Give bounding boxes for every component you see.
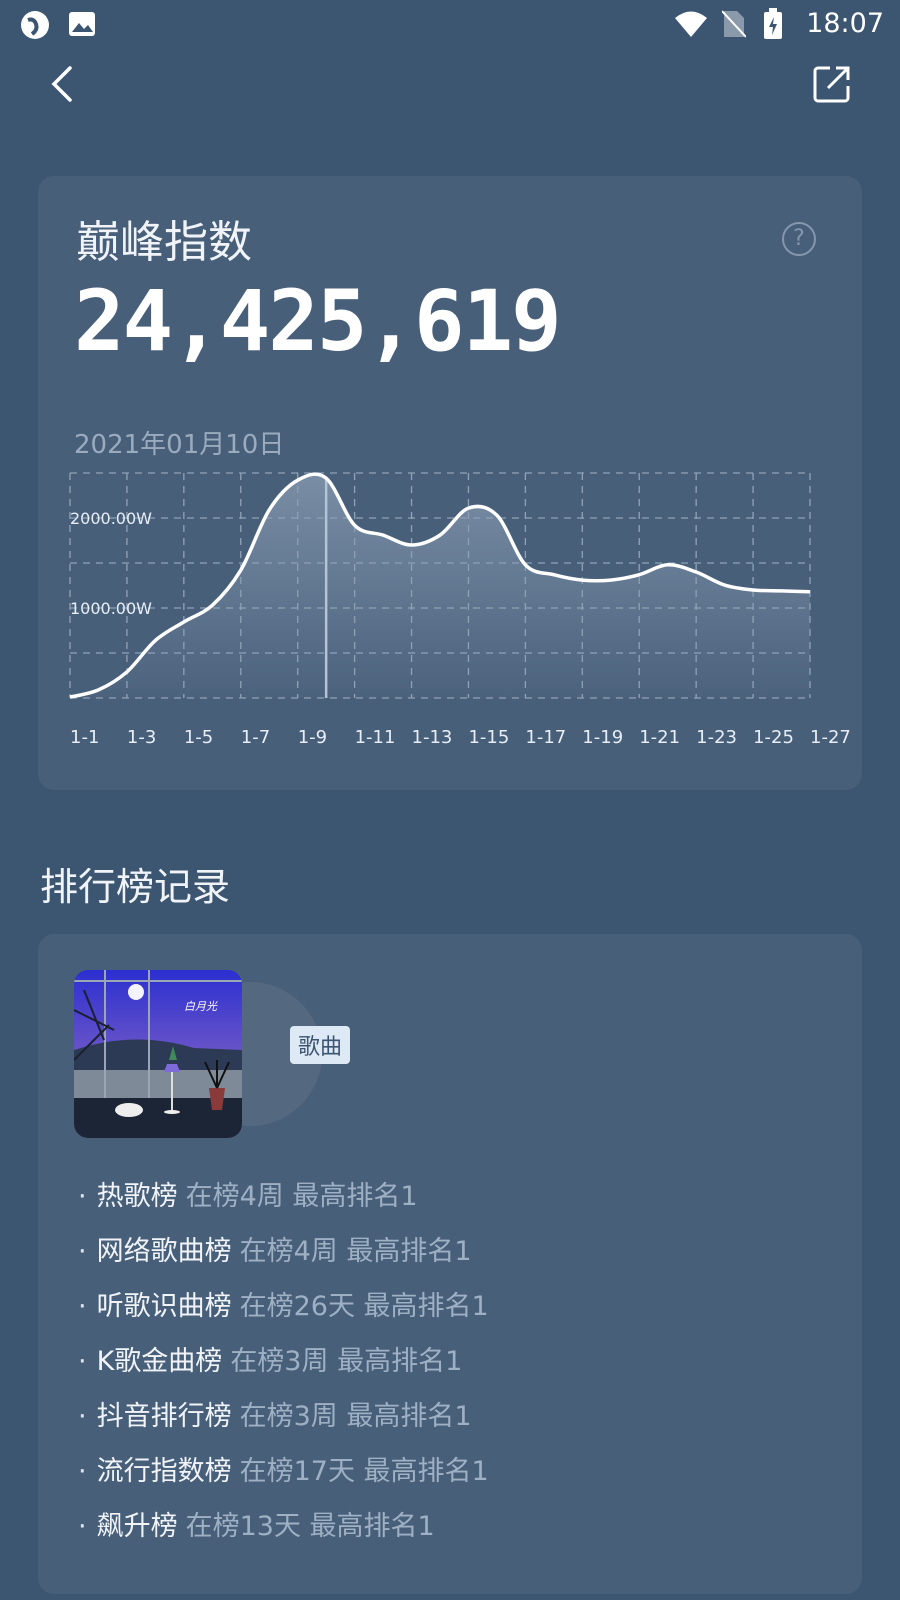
bullet: · [78,1346,87,1377]
x-tick-label: 1-13 [412,727,453,748]
x-tick-label: 1-25 [753,727,794,748]
chart-stats: 在榜3周 最高排名1 [230,1346,463,1377]
x-tick-label: 1-15 [468,727,509,748]
chart-record-item: · 流行指数榜 在榜17天 最高排名1 [78,1449,489,1504]
chart-name: 飙升榜 [96,1511,178,1542]
x-tick-label: 1-5 [184,727,213,748]
x-tick-label: 1-27 [810,727,851,748]
chart-record-item: · 热歌榜 在榜4周 最高排名1 [78,1174,489,1229]
chart-stats: 在榜4周 最高排名1 [239,1236,472,1267]
bullet: · [78,1401,87,1432]
chart-name: 网络歌曲榜 [96,1236,232,1267]
peak-index-chart[interactable]: 1000.00W 2000.00W 1-1 1-3 1-5 1-7 1-9 1-11 1-13 1… [38,176,862,790]
chart-line [69,472,811,699]
chart-area-fill [70,474,810,698]
back-button[interactable] [44,62,84,106]
x-tick-label: 1-1 [70,727,99,748]
bullet: · [78,1511,87,1542]
chart-records-card: 白月光 歌曲 · 热歌榜 在榜4周 最高排名1 · 网络歌曲榜 在榜4周 最高排名1 · 听歌… [38,934,862,1594]
y-tick-label: 1000.00W [70,599,152,618]
x-tick-label: 1-3 [127,727,156,748]
peak-index-card: 巅峰指数 ? 24,425,619 2021年01月10日 1000.00W 20… [38,176,862,790]
chart-record-list: · 热歌榜 在榜4周 最高排名1 · 网络歌曲榜 在榜4周 最高排名1 · 听歌识曲榜 在榜26… [78,1174,489,1559]
y-tick-label: 2000.00W [70,509,152,528]
bullet: · [78,1456,87,1487]
album-cover[interactable]: 白月光 [74,970,242,1138]
chart-record-item: · 飙升榜 在榜13天 最高排名1 [78,1504,489,1559]
chart-stats: 在榜26天 最高排名1 [239,1291,489,1322]
status-bar: 18:07 [0,0,900,48]
chart-record-item: · 听歌识曲榜 在榜26天 最高排名1 [78,1284,489,1339]
help-icon[interactable]: ? [782,222,816,256]
bullet: · [78,1236,87,1267]
chart-record-item: · 网络歌曲榜 在榜4周 最高排名1 [78,1229,489,1284]
chart-record-item: · K歌金曲榜 在榜3周 最高排名1 [78,1339,489,1394]
x-tick-label: 1-21 [639,727,680,748]
chart-name: 流行指数榜 [96,1456,232,1487]
chart-stats: 在榜13天 最高排名1 [185,1511,435,1542]
share-button[interactable] [812,64,852,104]
bullet: · [78,1181,87,1212]
wifi-icon [675,11,707,37]
x-tick-label: 1-17 [525,727,566,748]
peak-date: 2021年01月10日 [74,430,285,460]
browser-icon [21,11,49,39]
x-tick-label: 1-23 [696,727,737,748]
chart-records-title: 排行榜记录 [40,865,231,909]
image-icon [69,12,95,36]
chart-name: 听歌识曲榜 [96,1291,232,1322]
bullet: · [78,1291,87,1322]
chart-stats: 在榜3周 最高排名1 [239,1401,472,1432]
battery-charging-icon [764,8,782,39]
x-tick-label: 1-11 [355,727,396,748]
chart-stats: 在榜4周 最高排名1 [185,1181,418,1212]
chart-name: 热歌榜 [96,1181,178,1212]
peak-index-title: 巅峰指数 [76,217,252,268]
no-sim-icon [722,10,746,38]
album-cover-lettering: 白月光 [184,1000,218,1013]
type-tag: 歌曲 [290,1026,351,1064]
peak-index-value: 24,425,619 [74,272,562,370]
x-tick-label: 1-7 [241,727,270,748]
x-tick-label: 1-19 [582,727,623,748]
chart-stats: 在榜17天 最高排名1 [239,1456,489,1487]
chart-name: K歌金曲榜 [96,1346,223,1377]
x-tick-label: 1-9 [298,727,327,748]
chart-name: 抖音排行榜 [96,1401,232,1432]
clock: 18:07 [806,8,884,39]
chart-record-item: · 抖音排行榜 在榜3周 最高排名1 [78,1394,489,1449]
